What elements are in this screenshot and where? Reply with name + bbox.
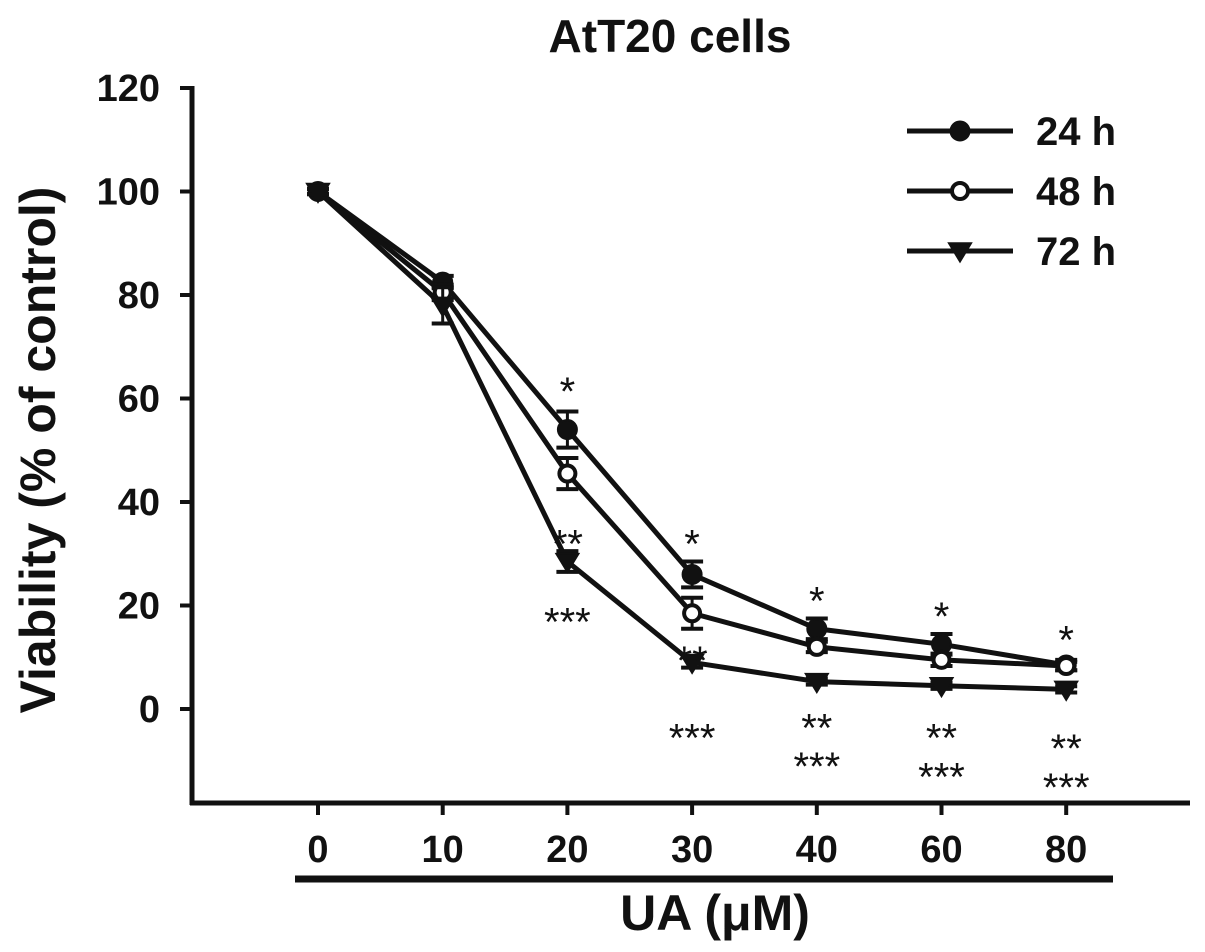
y-tick-label: 100 [97,172,160,214]
significance-label: ** [926,717,957,761]
legend-label: 24 h [1036,110,1116,154]
significance-label: ** [552,523,583,567]
x-tick-label: 0 [307,829,328,871]
y-tick-label: 80 [118,275,160,317]
x-ticks: 0 10 20 30 40 60 80 [307,803,1087,871]
data-point [806,636,827,657]
data-point [556,419,578,441]
data-point [554,552,581,574]
x-tick-label: 10 [422,829,464,871]
x-tick-label: 20 [546,829,588,871]
y-ticks: 0 20 40 60 80 100 120 [97,68,192,731]
significance-label: ** [1051,727,1082,771]
significance-label: *** [918,756,965,800]
data-point [557,463,578,484]
data-point [931,649,952,670]
y-axis-label-group: Viability (% of control) [10,187,66,714]
data-point [681,563,703,585]
y-tick-label: 20 [118,586,160,628]
data-point [679,653,705,675]
x-tick-label: 60 [920,829,962,871]
x-axis-label: UA (μM) [620,885,810,941]
series-2 [305,182,1079,702]
legend-marker [950,181,970,201]
significance-label: * [560,370,576,414]
data-point [804,672,830,694]
x-tick-label: 40 [796,829,838,871]
data-point [928,677,955,699]
data-point [305,182,331,204]
data-point [429,296,456,318]
y-tick-label: 120 [97,68,160,110]
significance-label: * [1058,618,1074,662]
series-line [316,189,1067,669]
legend-marker [949,120,971,142]
series-layer [305,181,1079,702]
legend: 24 h 48 h 72 h [907,110,1116,274]
data-point [682,603,703,624]
significance-label: ** [677,639,708,683]
y-tick-label: 60 [118,379,160,421]
data-point [1053,680,1079,702]
x-tick-label: 80 [1045,829,1087,871]
legend-marker [947,242,973,264]
data-point [1056,656,1077,677]
significance-label: *** [544,600,591,644]
significance-label: * [684,523,700,567]
significance-label: *** [669,717,716,761]
annotation-layer: ****************************** [544,370,1090,810]
legend-label: 72 h [1036,230,1116,274]
series-line [316,189,1067,668]
y-tick-label: 40 [118,482,160,524]
x-tick-label: 30 [671,829,713,871]
significance-label: *** [1043,766,1090,810]
legend-label: 48 h [1036,170,1116,214]
significance-label: * [809,580,825,624]
y-tick-label: 0 [139,689,160,731]
significance-label: * [934,595,950,639]
chart-title: AtT20 cells [549,10,792,62]
significance-label: *** [793,745,840,789]
y-axis-label: Viability (% of control) [10,187,66,714]
significance-label: ** [801,706,832,750]
